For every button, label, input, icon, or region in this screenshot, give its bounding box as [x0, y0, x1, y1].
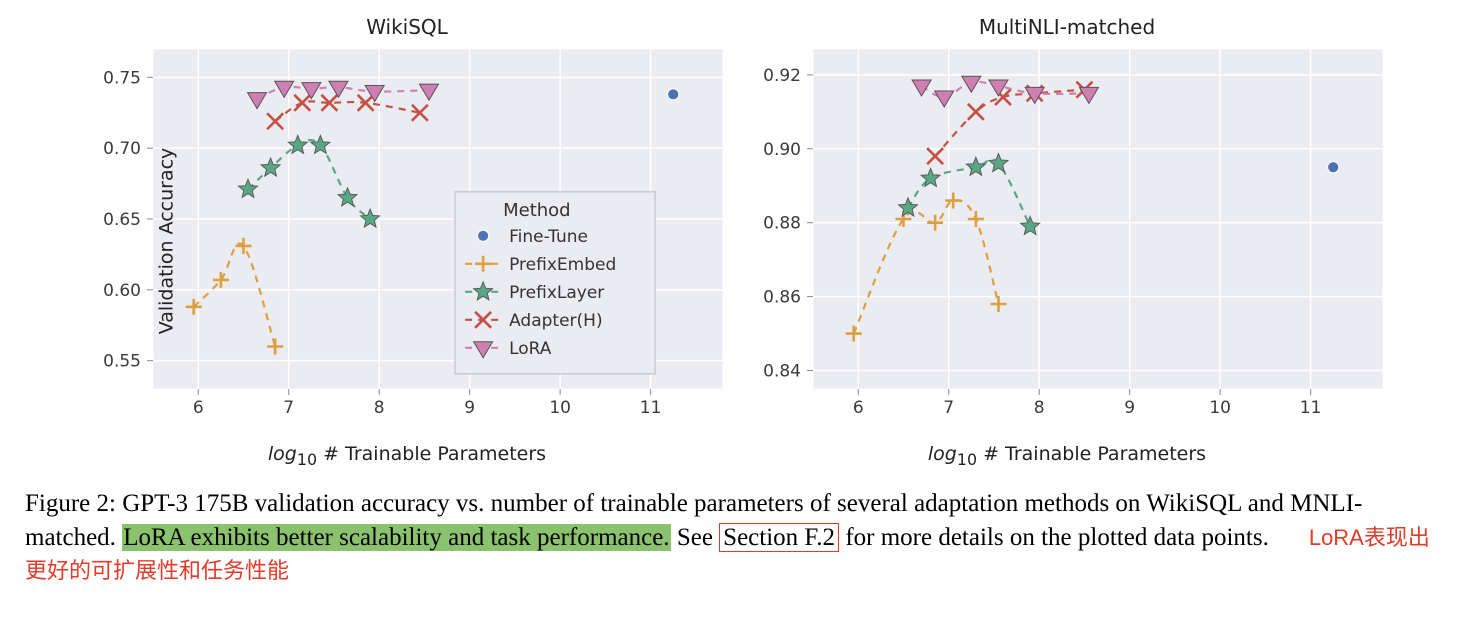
svg-text:11: 11 [1300, 398, 1322, 418]
svg-text:0.92: 0.92 [763, 66, 801, 86]
svg-text:LoRA: LoRA [509, 339, 552, 359]
caption-highlight: LoRA exhibits better scalability and tas… [122, 524, 670, 551]
figure-row: WikiSQL Validation Accuracy 6 7 8 9 10 11 0.55… [25, 15, 1449, 469]
svg-text:0.55: 0.55 [103, 352, 141, 372]
svg-text:10: 10 [549, 398, 571, 418]
svg-text:10: 10 [1209, 398, 1231, 418]
svg-text:PrefixEmbed: PrefixEmbed [509, 255, 616, 275]
svg-text:PrefixLayer: PrefixLayer [509, 283, 604, 303]
svg-text:0.90: 0.90 [763, 140, 801, 160]
svg-text:9: 9 [1124, 398, 1135, 418]
svg-text:7: 7 [943, 398, 954, 418]
svg-text:Fine-Tune: Fine-Tune [509, 227, 588, 247]
svg-text:0.60: 0.60 [103, 281, 141, 301]
svg-text:6: 6 [193, 398, 204, 418]
figure-caption: Figure 2: GPT-3 175B validation accuracy… [25, 487, 1449, 588]
chart-panel-1: MultiNLI-matched 6 7 8 9 10 11 0.84 0.86 0.88 0.9… [741, 15, 1393, 469]
svg-text:0.75: 0.75 [103, 68, 141, 88]
svg-text:11: 11 [640, 398, 662, 418]
svg-text:0.88: 0.88 [763, 214, 801, 234]
svg-text:9: 9 [464, 398, 475, 418]
chart-svg: 6 7 8 9 10 11 0.55 0.60 0.65 0.70 0.75 [81, 41, 733, 441]
svg-text:Adapter(H): Adapter(H) [509, 311, 602, 331]
svg-text:8: 8 [374, 398, 385, 418]
chart-panel-0: WikiSQL Validation Accuracy 6 7 8 9 10 11 0.55… [81, 15, 733, 469]
x-axis-label: log10 # Trainable Parameters [741, 443, 1393, 469]
svg-text:0.86: 0.86 [763, 288, 801, 308]
caption-suffix: for more details on the plotted data poi… [839, 524, 1269, 551]
svg-text:6: 6 [853, 398, 864, 418]
legend: Method Fine-Tune PrefixEmbed PrefixLayer… [455, 192, 655, 374]
svg-text:0.70: 0.70 [103, 139, 141, 159]
svg-text:0.84: 0.84 [763, 362, 801, 382]
chart-title: WikiSQL [81, 15, 733, 39]
chart-title: MultiNLI-matched [741, 15, 1393, 39]
svg-text:7: 7 [283, 398, 294, 418]
svg-text:8: 8 [1034, 398, 1045, 418]
caption-boxed-ref: Section F.2 [719, 523, 839, 552]
y-axis-label: Validation Accuracy [155, 148, 177, 335]
svg-text:Method: Method [503, 200, 571, 221]
x-axis-label: log10 # Trainable Parameters [81, 443, 733, 469]
caption-after-hl: See [671, 524, 720, 551]
chart-svg: 6 7 8 9 10 11 0.84 0.86 0.88 0.90 0.92 [741, 41, 1393, 441]
svg-text:0.65: 0.65 [103, 210, 141, 230]
